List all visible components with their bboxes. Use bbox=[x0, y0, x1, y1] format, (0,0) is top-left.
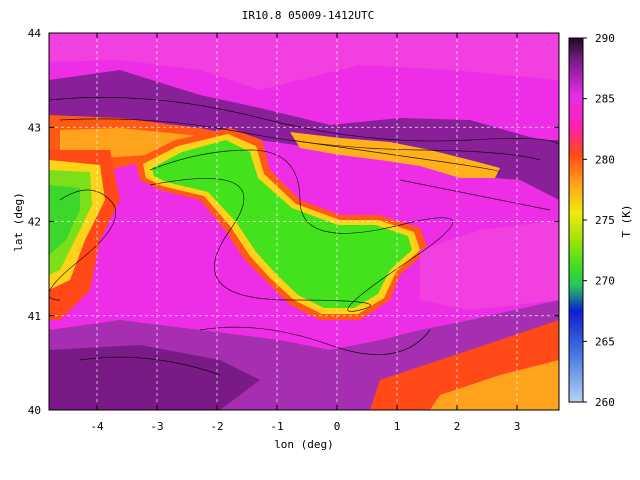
y-tick-label: 40 bbox=[28, 404, 41, 417]
x-tick-label: 0 bbox=[334, 420, 341, 433]
colorbar-tick-label: 280 bbox=[595, 153, 615, 166]
y-tick-label: 43 bbox=[28, 121, 41, 134]
y-axis: 40 41 42 43 44 bbox=[28, 27, 559, 417]
colorbar-tick-label: 260 bbox=[595, 396, 615, 409]
x-tick-label: -2 bbox=[210, 420, 223, 433]
heatmap-field bbox=[49, 33, 559, 410]
colorbar-tick-label: 265 bbox=[595, 335, 615, 348]
x-tick-label: -3 bbox=[150, 420, 163, 433]
y-axis-label: lat (deg) bbox=[12, 192, 25, 252]
colorbar-tick-label: 270 bbox=[595, 275, 615, 288]
colorbar-tick-label: 275 bbox=[595, 214, 615, 227]
y-tick-label: 44 bbox=[28, 27, 42, 40]
x-tick-label: 1 bbox=[394, 420, 401, 433]
colorbar-tick-label: 290 bbox=[595, 32, 615, 45]
y-tick-label: 41 bbox=[28, 310, 41, 323]
colorbar bbox=[568, 37, 584, 403]
x-tick-label: -4 bbox=[90, 420, 104, 433]
x-tick-label: 3 bbox=[514, 420, 521, 433]
x-axis-label: lon (deg) bbox=[274, 438, 334, 451]
colorbar-tick-label: 285 bbox=[595, 93, 615, 106]
x-tick-label: 2 bbox=[454, 420, 461, 433]
colorbar-ticks: 260 265 270 275 280 285 290 bbox=[583, 32, 615, 409]
x-axis: -4 -3 -2 -1 0 1 2 3 bbox=[90, 33, 520, 433]
x-tick-label: -1 bbox=[270, 420, 283, 433]
colorbar-label: T (K) bbox=[620, 204, 633, 237]
y-tick-label: 42 bbox=[28, 216, 41, 229]
chart-title: IR10.8 05009-1412UTC bbox=[242, 9, 374, 22]
